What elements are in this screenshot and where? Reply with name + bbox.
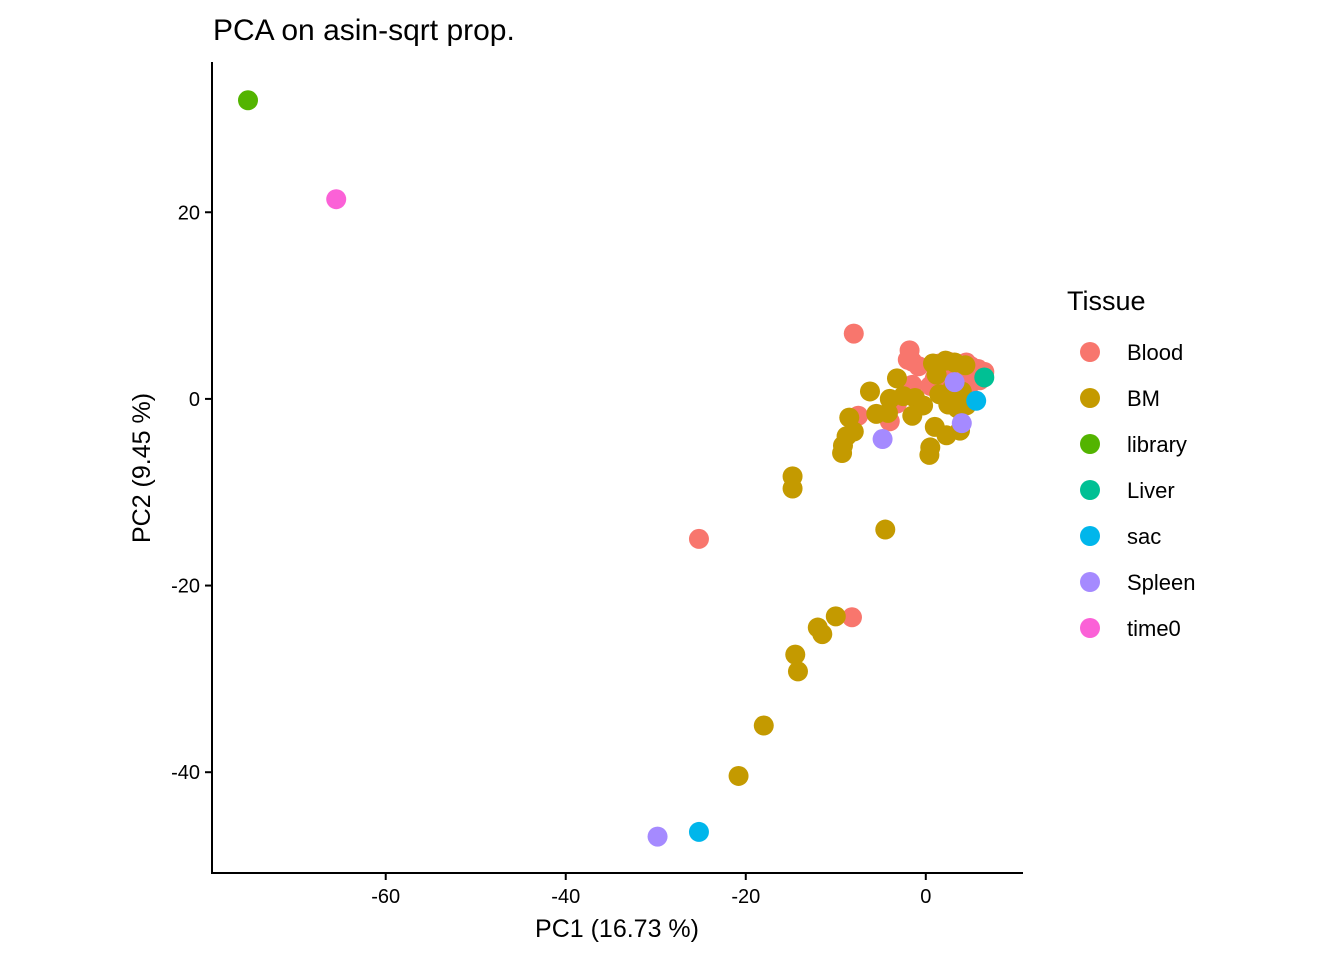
legend-label-library: library [1127, 432, 1187, 457]
data-point-time0 [326, 189, 347, 210]
data-point-bm [866, 403, 887, 424]
legend-label-sac: sac [1127, 524, 1161, 549]
data-point-blood [841, 607, 862, 628]
y-tick-label: -20 [171, 576, 200, 598]
data-point-bm [859, 381, 880, 402]
legend-label-bm: BM [1127, 386, 1160, 411]
legend-key-blood [1080, 342, 1100, 362]
data-point-bm [825, 606, 846, 627]
data-point-library [238, 90, 259, 111]
data-point-sac [688, 821, 709, 842]
legend-key-library [1080, 434, 1100, 454]
data-point-spleen [944, 372, 965, 393]
x-axis-ticks: -60 -40 -20 0 [371, 873, 931, 908]
legend-title: Tissue [1067, 286, 1146, 316]
x-tick-label: 0 [920, 886, 931, 908]
data-point-bm [919, 444, 940, 465]
chart-title: PCA on asin-sqrt prop. [213, 14, 515, 47]
data-point-spleen [951, 413, 972, 434]
x-tick-label: -20 [731, 886, 760, 908]
legend-label-spleen: Spleen [1127, 570, 1196, 595]
data-point-blood [843, 323, 864, 344]
data-point-bm [785, 644, 806, 665]
x-axis-title: PC1 (16.73 %) [535, 915, 699, 943]
data-point-bm [955, 355, 976, 376]
y-axis-title: PC2 (9.45 %) [128, 393, 156, 543]
data-point-bm [886, 368, 907, 389]
data-point-spleen [872, 429, 893, 450]
x-tick-label: -40 [551, 886, 580, 908]
legend-label-blood: Blood [1127, 340, 1183, 365]
data-point-bm [728, 765, 749, 786]
points-layer [238, 90, 995, 847]
data-point-bm [787, 661, 808, 682]
data-point-blood [688, 528, 709, 549]
legend-key-bm [1080, 388, 1100, 408]
data-point-liver [974, 367, 995, 388]
legend-label-time0: time0 [1127, 616, 1181, 641]
data-point-bm [812, 624, 833, 645]
x-tick-label: -60 [371, 886, 400, 908]
legend-key-liver [1080, 480, 1100, 500]
y-tick-label: 20 [178, 202, 200, 224]
data-point-bm [832, 443, 853, 464]
data-point-bm [782, 478, 803, 499]
data-point-bm [926, 364, 947, 385]
y-axis-ticks: -40 -20 0 20 [171, 202, 212, 784]
data-point-bm [753, 715, 774, 736]
legend-label-liver: Liver [1127, 478, 1175, 503]
y-tick-label: -40 [171, 762, 200, 784]
legend: Tissue Blood BM library Liver sac Spleen time0 [1067, 286, 1196, 641]
data-point-bm [902, 405, 923, 426]
legend-key-time0 [1080, 618, 1100, 638]
y-tick-label: 0 [189, 389, 200, 411]
legend-key-spleen [1080, 572, 1100, 592]
data-point-sac [966, 390, 987, 411]
data-point-bm [875, 519, 896, 540]
legend-items: Blood BM library Liver sac Spleen time0 [1080, 340, 1196, 641]
legend-key-sac [1080, 526, 1100, 546]
data-point-blood [897, 349, 918, 370]
data-point-spleen [647, 826, 668, 847]
